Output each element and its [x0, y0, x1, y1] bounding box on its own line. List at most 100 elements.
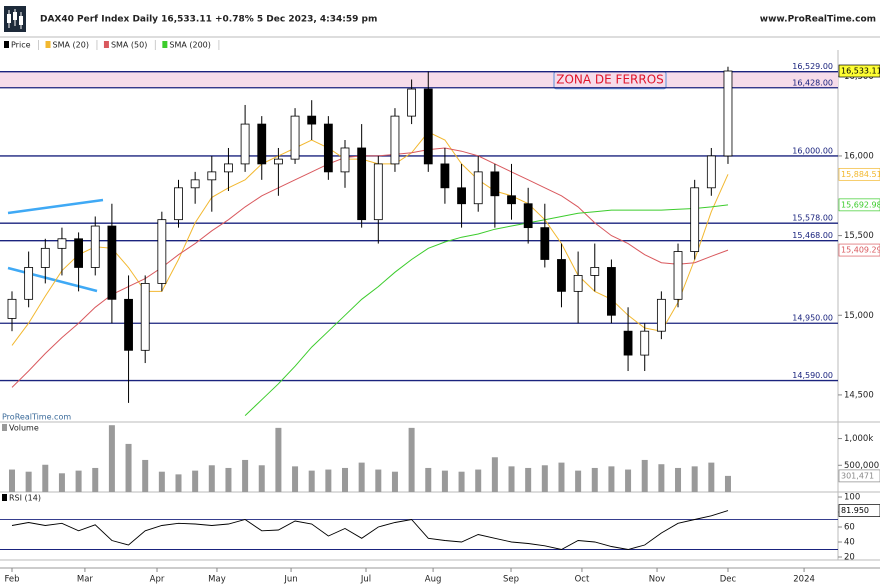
volume-bar — [25, 471, 32, 492]
candle-body — [24, 267, 34, 300]
volume-bar — [608, 466, 615, 492]
logo — [4, 6, 26, 32]
y-tick-label: 100 — [844, 493, 860, 503]
volume-bar — [658, 464, 665, 492]
zone — [0, 71, 838, 88]
candle-body — [473, 171, 483, 205]
volume-bar — [525, 467, 532, 492]
candle-body — [706, 155, 716, 189]
candle-body — [690, 187, 700, 252]
candle-body — [124, 298, 133, 351]
y-tick-label: 15,500 — [844, 231, 874, 241]
candle-body — [673, 251, 683, 300]
x-tick-label: Aug — [425, 575, 442, 585]
candle-body — [623, 330, 633, 356]
candle-body — [157, 219, 167, 284]
candle-body — [57, 238, 67, 249]
value-box — [838, 243, 880, 257]
volume-bar — [108, 425, 115, 492]
volume-bar — [308, 470, 315, 492]
candle-body — [90, 225, 100, 268]
volume-bar — [292, 466, 299, 492]
value-box-label: 81.950 — [841, 506, 869, 515]
legend-label: SMA (20) — [53, 41, 89, 50]
volume-bar — [175, 474, 182, 492]
value-box — [838, 64, 880, 78]
volume-bar — [75, 470, 82, 492]
candle-body — [557, 259, 566, 292]
value-box-label: 301,471 — [841, 471, 874, 480]
y-tick-label: 16,000 — [844, 151, 874, 161]
x-tick-label: Apr — [150, 575, 165, 585]
volume-bar — [142, 459, 149, 492]
legend-swatch — [162, 41, 168, 48]
volume-bar — [641, 459, 648, 492]
volume-bar — [375, 469, 382, 492]
volume-bar — [92, 467, 99, 492]
candle-body — [107, 225, 117, 300]
level-label: 14,950.00 — [792, 314, 833, 323]
volume-bar — [541, 465, 548, 492]
x-tick-label: May — [208, 575, 226, 585]
candle-body — [357, 147, 367, 221]
volume-bar — [242, 459, 249, 492]
value-box — [838, 469, 880, 483]
level-label: 16,000.00 — [792, 146, 833, 155]
volume-bar — [491, 457, 498, 492]
volume-bar — [575, 470, 582, 492]
y-tick-label: 60 — [844, 523, 855, 533]
value-box — [838, 504, 880, 517]
volume-bar — [342, 467, 349, 492]
watermark: ProRealTime.com — [2, 413, 71, 422]
candle-body — [540, 227, 550, 260]
level-label: 15,468.00 — [792, 231, 833, 240]
legend-swatch — [103, 41, 109, 48]
x-tick-label: Nov — [649, 575, 666, 585]
y-tick-label: 15,000 — [844, 311, 874, 321]
volume-bar — [192, 470, 199, 492]
legend-swatch — [45, 41, 51, 48]
y-tick-label: 500,000 — [844, 461, 879, 471]
panel-tag — [2, 424, 7, 431]
y-tick-label: 20 — [844, 553, 855, 563]
candle-body — [240, 123, 250, 165]
candle-body — [257, 123, 267, 165]
level-label: 16,529.00 — [792, 62, 833, 71]
volume-bar — [558, 462, 565, 492]
legend-label: SMA (50) — [111, 41, 147, 50]
chart-title: DAX40 Perf Index Daily 16,533.11 +0.78% … — [40, 15, 377, 25]
volume-bar — [458, 471, 465, 492]
candle-body — [590, 267, 600, 276]
candle-body — [407, 88, 417, 117]
candle-body — [607, 267, 616, 316]
candle-body — [7, 298, 17, 319]
candle-body — [274, 158, 283, 165]
volume-bar — [125, 443, 132, 492]
candle-body — [640, 330, 650, 356]
volume-bar — [58, 473, 65, 492]
candle-body — [340, 147, 350, 173]
level-label: 14,590.00 — [792, 371, 833, 380]
value-box-label: 16,533.11 — [841, 67, 880, 76]
candle-body — [723, 70, 733, 157]
volume-bar — [225, 467, 232, 492]
candle-body — [423, 88, 433, 165]
volume-bar — [675, 467, 682, 492]
trend-line — [7, 198, 104, 215]
trend-line — [7, 266, 98, 293]
x-tick-label: Dec — [720, 575, 737, 585]
x-tick-label: Sep — [503, 575, 519, 585]
candle-body — [656, 298, 666, 332]
volume-bar — [591, 467, 598, 492]
legend-label: Price — [11, 41, 31, 50]
candle-body — [440, 163, 450, 189]
volume-bar — [358, 462, 365, 492]
candle-body — [74, 238, 83, 268]
volume-bar — [425, 467, 432, 492]
x-tick-label: Oct — [575, 575, 590, 585]
volume-bar — [8, 469, 15, 492]
rsi-line — [11, 510, 729, 550]
x-tick-label: Feb — [4, 575, 19, 585]
